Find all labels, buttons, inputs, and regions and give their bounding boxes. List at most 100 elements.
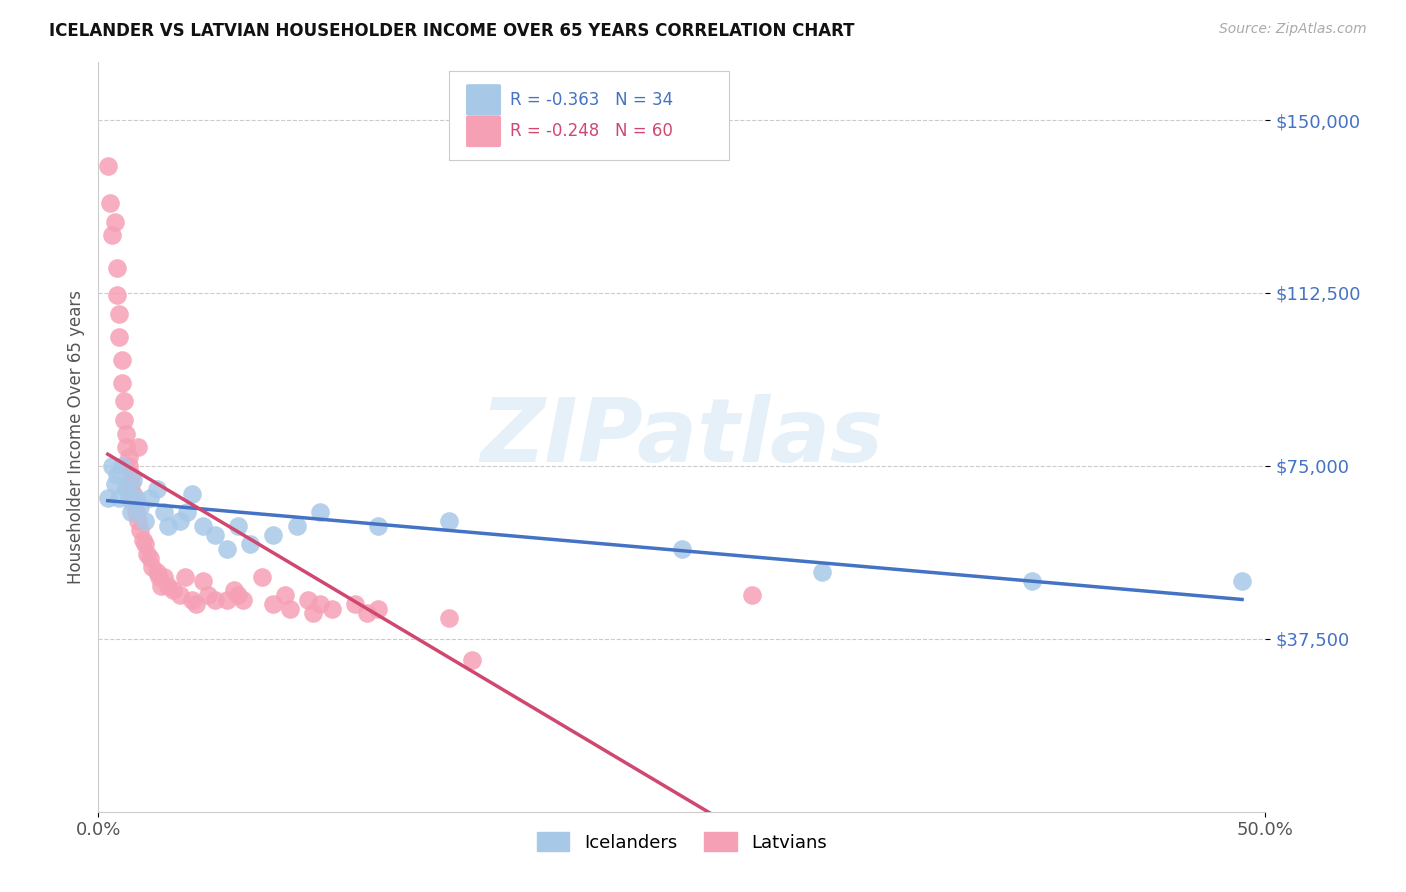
Point bbox=[125, 505, 148, 519]
Point bbox=[129, 524, 152, 538]
Point bbox=[204, 592, 226, 607]
Point bbox=[169, 514, 191, 528]
Point bbox=[127, 441, 149, 455]
Point bbox=[309, 505, 332, 519]
Point bbox=[186, 597, 208, 611]
Point bbox=[122, 473, 145, 487]
Point bbox=[101, 458, 124, 473]
Point bbox=[344, 597, 367, 611]
Point bbox=[215, 541, 238, 556]
Point bbox=[367, 519, 389, 533]
Point bbox=[115, 426, 138, 441]
Point bbox=[139, 551, 162, 566]
Point bbox=[111, 458, 134, 473]
Point bbox=[193, 519, 215, 533]
Point bbox=[101, 228, 124, 243]
Point bbox=[120, 477, 142, 491]
Point bbox=[104, 214, 127, 228]
Point bbox=[122, 496, 145, 510]
Point bbox=[146, 565, 169, 579]
Point bbox=[180, 592, 202, 607]
Point bbox=[111, 376, 134, 390]
Text: R = -0.248   N = 60: R = -0.248 N = 60 bbox=[510, 122, 673, 140]
Point bbox=[152, 569, 174, 583]
Point bbox=[228, 588, 250, 602]
Point bbox=[146, 482, 169, 496]
Text: ZIPatlas: ZIPatlas bbox=[481, 393, 883, 481]
Point bbox=[274, 588, 297, 602]
Point bbox=[105, 468, 128, 483]
Point bbox=[461, 652, 484, 666]
Legend: Icelanders, Latvians: Icelanders, Latvians bbox=[530, 824, 834, 859]
Point bbox=[125, 491, 148, 505]
Point bbox=[108, 330, 131, 344]
Point bbox=[139, 491, 162, 505]
Point bbox=[97, 159, 120, 173]
Point bbox=[118, 450, 141, 464]
Point bbox=[105, 288, 128, 302]
Point bbox=[228, 519, 250, 533]
Point bbox=[118, 458, 141, 473]
Point bbox=[132, 533, 155, 547]
Point bbox=[302, 607, 325, 621]
Point bbox=[176, 505, 198, 519]
Point bbox=[1021, 574, 1043, 589]
FancyBboxPatch shape bbox=[449, 71, 728, 160]
FancyBboxPatch shape bbox=[465, 116, 501, 147]
Point bbox=[127, 514, 149, 528]
Point bbox=[250, 569, 273, 583]
Point bbox=[197, 588, 219, 602]
Point bbox=[297, 592, 319, 607]
Point bbox=[262, 597, 284, 611]
Point bbox=[232, 592, 254, 607]
Point bbox=[129, 500, 152, 515]
Point bbox=[105, 260, 128, 275]
Point bbox=[150, 579, 173, 593]
Point bbox=[437, 611, 460, 625]
Y-axis label: Householder Income Over 65 years: Householder Income Over 65 years bbox=[66, 290, 84, 584]
Point bbox=[169, 588, 191, 602]
Point bbox=[162, 583, 184, 598]
Point bbox=[204, 528, 226, 542]
Point bbox=[104, 477, 127, 491]
Text: ICELANDER VS LATVIAN HOUSEHOLDER INCOME OVER 65 YEARS CORRELATION CHART: ICELANDER VS LATVIAN HOUSEHOLDER INCOME … bbox=[49, 22, 855, 40]
Point bbox=[120, 505, 142, 519]
Point bbox=[285, 519, 308, 533]
Point bbox=[148, 569, 170, 583]
Point bbox=[222, 583, 245, 598]
Point bbox=[309, 597, 332, 611]
Point bbox=[157, 579, 180, 593]
Point bbox=[671, 541, 693, 556]
Text: Source: ZipAtlas.com: Source: ZipAtlas.com bbox=[1219, 22, 1367, 37]
Point bbox=[367, 602, 389, 616]
Point bbox=[134, 514, 156, 528]
Point bbox=[193, 574, 215, 589]
Point bbox=[134, 537, 156, 551]
Point bbox=[811, 565, 834, 579]
Point bbox=[356, 607, 378, 621]
Text: R = -0.363   N = 34: R = -0.363 N = 34 bbox=[510, 91, 673, 109]
Point bbox=[321, 602, 343, 616]
Point bbox=[108, 491, 131, 505]
Point bbox=[118, 491, 141, 505]
Point bbox=[1230, 574, 1253, 589]
Point bbox=[437, 514, 460, 528]
Point bbox=[741, 588, 763, 602]
Point bbox=[278, 602, 301, 616]
Point bbox=[120, 468, 142, 483]
Point bbox=[111, 352, 134, 367]
Point bbox=[122, 486, 145, 500]
Point bbox=[215, 592, 238, 607]
Point bbox=[115, 441, 138, 455]
Point bbox=[262, 528, 284, 542]
Point bbox=[141, 560, 163, 574]
Point bbox=[98, 196, 121, 211]
Point bbox=[239, 537, 262, 551]
Point bbox=[180, 486, 202, 500]
Point bbox=[97, 491, 120, 505]
Point bbox=[136, 547, 159, 561]
Point bbox=[152, 505, 174, 519]
Point bbox=[108, 307, 131, 321]
Point bbox=[112, 394, 135, 409]
Point bbox=[112, 413, 135, 427]
